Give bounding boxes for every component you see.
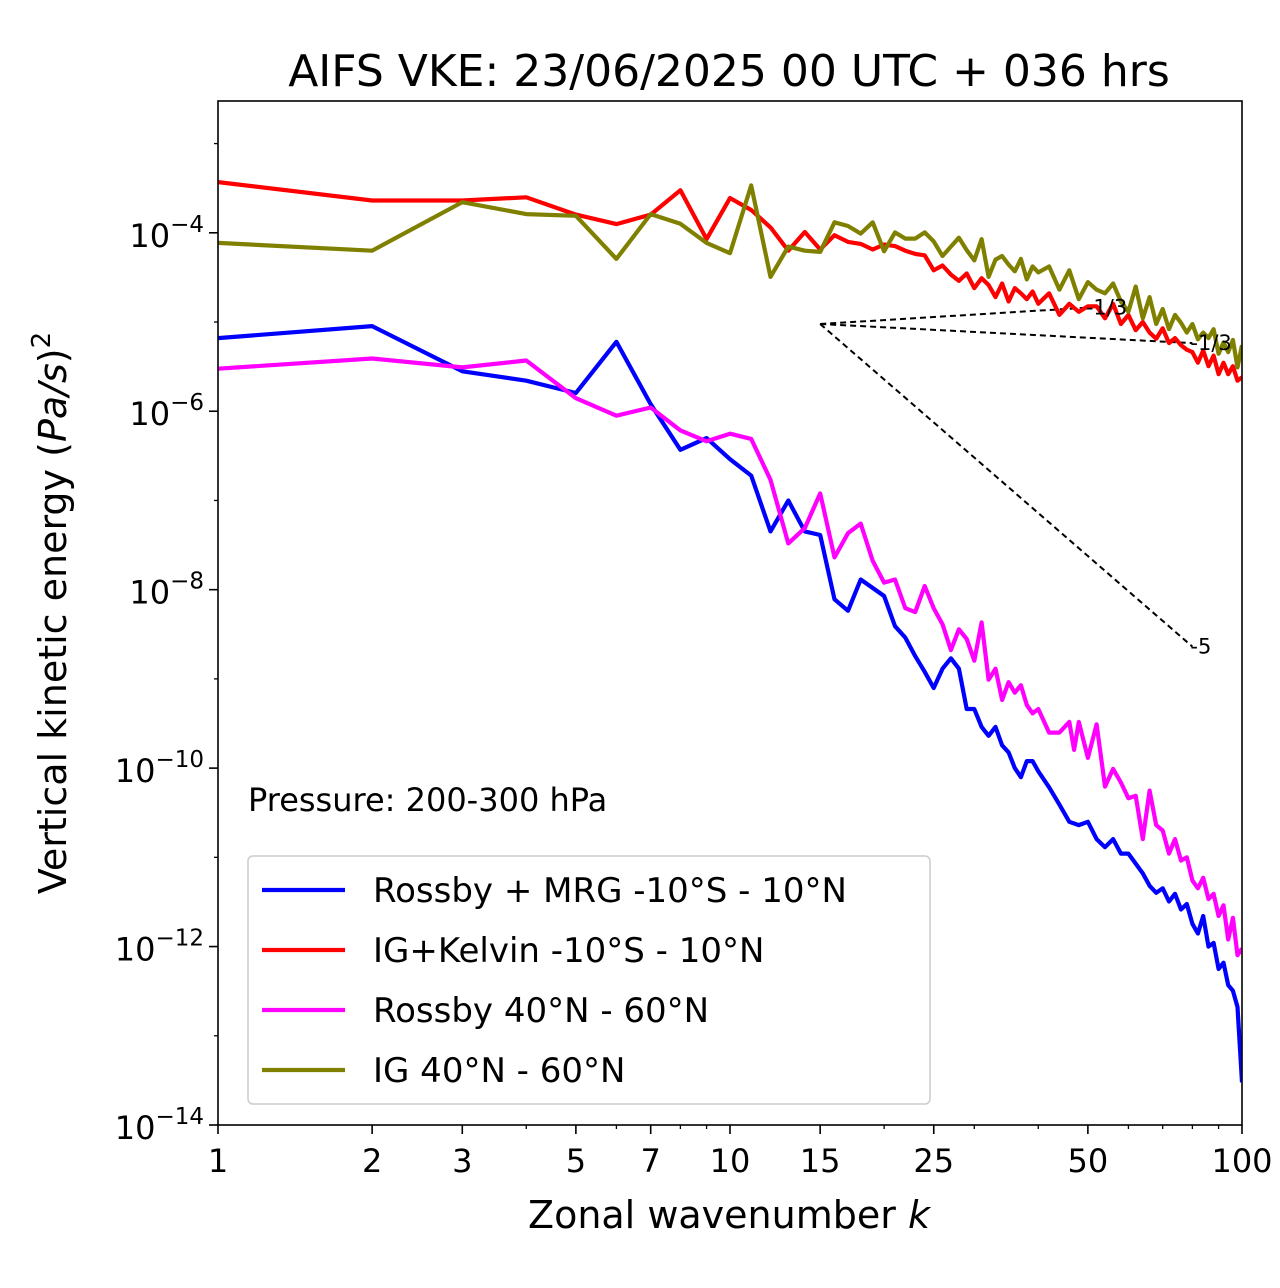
x-tick-label: 1 xyxy=(208,1142,228,1180)
x-tick-label: 2 xyxy=(362,1142,382,1180)
reference-line-3 xyxy=(819,323,1194,648)
y-tick-label: 10−4 xyxy=(129,212,204,255)
y-tick-exponent: −6 xyxy=(170,390,204,416)
y-tick-label: 10−14 xyxy=(115,1104,204,1147)
y-axis-label-power: 2 xyxy=(27,332,57,349)
y-tick-exponent: −12 xyxy=(155,926,204,952)
y-axis-label-unit: Pa/s xyxy=(31,363,75,442)
x-tick-label: 3 xyxy=(452,1142,472,1180)
y-tick-base: 10 xyxy=(115,752,156,790)
legend-label-1: Rossby + MRG -10°S - 10°N xyxy=(373,871,847,911)
x-tick-label: 100 xyxy=(1211,1142,1272,1180)
reference-slope-lines xyxy=(819,306,1194,648)
reference-line-label-1: -1/3 xyxy=(1086,296,1127,320)
y-tick-exponent: −10 xyxy=(155,747,204,773)
chart-title: AIFS VKE: 23/06/2025 00 UTC + 036 hrs xyxy=(288,46,1170,97)
x-tick-label: 50 xyxy=(1068,1142,1109,1180)
y-tick-label: 10−10 xyxy=(115,747,204,790)
y-axis-label-close: ) xyxy=(31,348,75,363)
reference-line-label-3: -5 xyxy=(1190,635,1211,659)
reference-line-2 xyxy=(820,323,1193,345)
x-axis: 1 2 3 5 7 10 15 25 50 100 xyxy=(208,1125,1273,1180)
legend-label-4: IG 40°N - 60°N xyxy=(373,1051,625,1091)
x-axis-label-main: Zonal wavenumber xyxy=(528,1193,908,1237)
y-tick-exponent: −14 xyxy=(155,1104,204,1130)
legend-box xyxy=(247,855,931,1105)
series-line-1 xyxy=(218,324,1242,1083)
y-tick-exponent: −8 xyxy=(170,569,204,595)
data-series-lines xyxy=(218,180,1242,1083)
y-tick-label: 10−8 xyxy=(129,569,204,612)
x-tick-label: 25 xyxy=(913,1142,954,1180)
y-tick-label: 10−12 xyxy=(115,926,204,969)
legend-label-3: Rossby 40°N - 60°N xyxy=(373,991,709,1031)
x-axis-label-var: k xyxy=(908,1193,932,1237)
y-tick-base: 10 xyxy=(129,395,170,433)
x-tick-label: 7 xyxy=(641,1142,661,1180)
y-axis-label-main: Vertical kinetic energy ( xyxy=(31,442,75,894)
y-axis-label: Vertical kinetic energy (Pa/s)2 xyxy=(27,332,75,894)
y-tick-base: 10 xyxy=(129,574,170,612)
y-tick-exponent: −4 xyxy=(170,212,204,238)
reference-line-label-2: -1/3 xyxy=(1190,331,1231,355)
reference-line-1 xyxy=(820,306,1088,325)
y-tick-base: 10 xyxy=(115,931,156,969)
x-tick-label: 5 xyxy=(566,1142,586,1180)
x-axis-label: Zonal wavenumber k xyxy=(528,1193,932,1237)
reference-slope-labels: -1/3 -1/3 -5 xyxy=(1086,296,1232,659)
series-line-4 xyxy=(218,183,1242,370)
y-tick-base: 10 xyxy=(129,217,170,255)
x-tick-label: 15 xyxy=(800,1142,841,1180)
y-tick-label: 10−6 xyxy=(129,390,204,433)
series-line-3 xyxy=(218,356,1242,958)
pressure-annotation: Pressure: 200-300 hPa xyxy=(248,781,607,819)
legend: Rossby + MRG -10°S - 10°N IG+Kelvin -10°S… xyxy=(247,855,931,1105)
series-line-2 xyxy=(218,180,1242,383)
y-tick-base: 10 xyxy=(115,1109,156,1147)
x-tick-label: 10 xyxy=(710,1142,751,1180)
legend-label-2: IG+Kelvin -10°S - 10°N xyxy=(373,931,764,971)
